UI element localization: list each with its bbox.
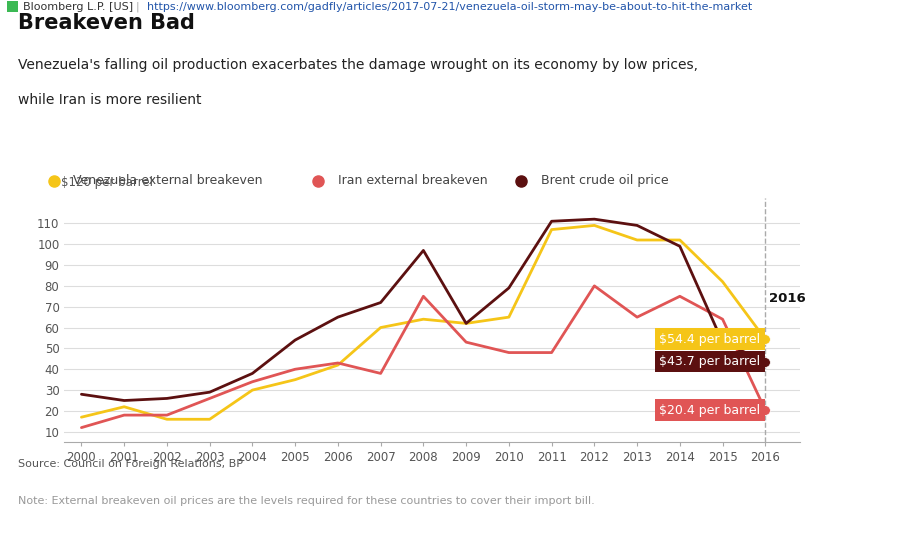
Text: $20.4 per barrel: $20.4 per barrel bbox=[659, 404, 760, 416]
Text: Venezuela external breakeven: Venezuela external breakeven bbox=[74, 174, 263, 188]
Text: Venezuela's falling oil production exacerbates the damage wrought on its economy: Venezuela's falling oil production exace… bbox=[18, 58, 698, 72]
Text: $43.7 per barrel: $43.7 per barrel bbox=[659, 355, 760, 368]
Text: Bloomberg L.P. [US]: Bloomberg L.P. [US] bbox=[23, 2, 133, 12]
Text: Source: Council on Foreign Relations, BP: Source: Council on Foreign Relations, BP bbox=[18, 459, 244, 469]
Text: |: | bbox=[129, 2, 146, 12]
Bar bbox=[7, 1, 18, 12]
Text: Note: External breakeven oil prices are the levels required for these countries : Note: External breakeven oil prices are … bbox=[18, 496, 596, 506]
Text: Breakeven Bad: Breakeven Bad bbox=[18, 13, 195, 33]
Text: 2016: 2016 bbox=[769, 292, 806, 305]
Text: Brent crude oil price: Brent crude oil price bbox=[540, 174, 668, 188]
Text: $54.4 per barrel: $54.4 per barrel bbox=[659, 333, 760, 346]
Text: while Iran is more resilient: while Iran is more resilient bbox=[18, 93, 202, 107]
Text: $120 per barrel: $120 per barrel bbox=[61, 176, 153, 189]
Text: Iran external breakeven: Iran external breakeven bbox=[338, 174, 487, 188]
Text: https://www.bloomberg.com/gadfly/articles/2017-07-21/venezuela-oil-storm-may-be-: https://www.bloomberg.com/gadfly/article… bbox=[147, 2, 753, 12]
